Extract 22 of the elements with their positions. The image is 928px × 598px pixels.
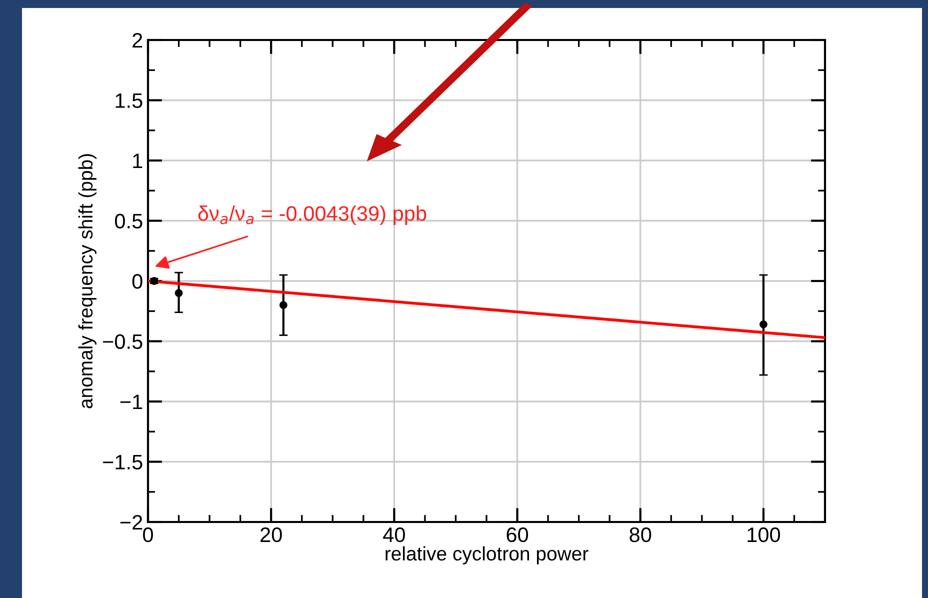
y-tick-label: 1.5 [116,93,142,108]
point [760,320,768,328]
y-tick-label: −0.5 [103,334,142,350]
x-tick-label: 20 [260,527,282,542]
y-tick-label: −1.5 [103,454,142,470]
x-tick-label: 60 [506,527,528,542]
y-tick-label: 0.5 [114,214,142,229]
y-tick-label: 2 [132,33,142,48]
x-tick-label: 40 [383,527,405,542]
x-tick-label: 100 [748,527,780,542]
point [279,301,288,310]
y-tick-label: 0 [132,274,142,289]
y-axis-title: anomaly frequency shift (ppb) [78,154,96,408]
point [150,277,158,285]
y-tick-label: −1 [120,394,142,410]
y-tick-label: 1 [133,154,142,168]
point [174,289,183,297]
x-tick-label: 0 [143,527,153,542]
x-tick-label: 80 [630,527,652,542]
annotation: δν$_{a}$/ν$_{a}$ = -0.0043(39) ppb [198,206,426,225]
x-axis-title: relative cyclotron power [386,546,588,564]
y-tick-label: −2 [120,515,142,530]
